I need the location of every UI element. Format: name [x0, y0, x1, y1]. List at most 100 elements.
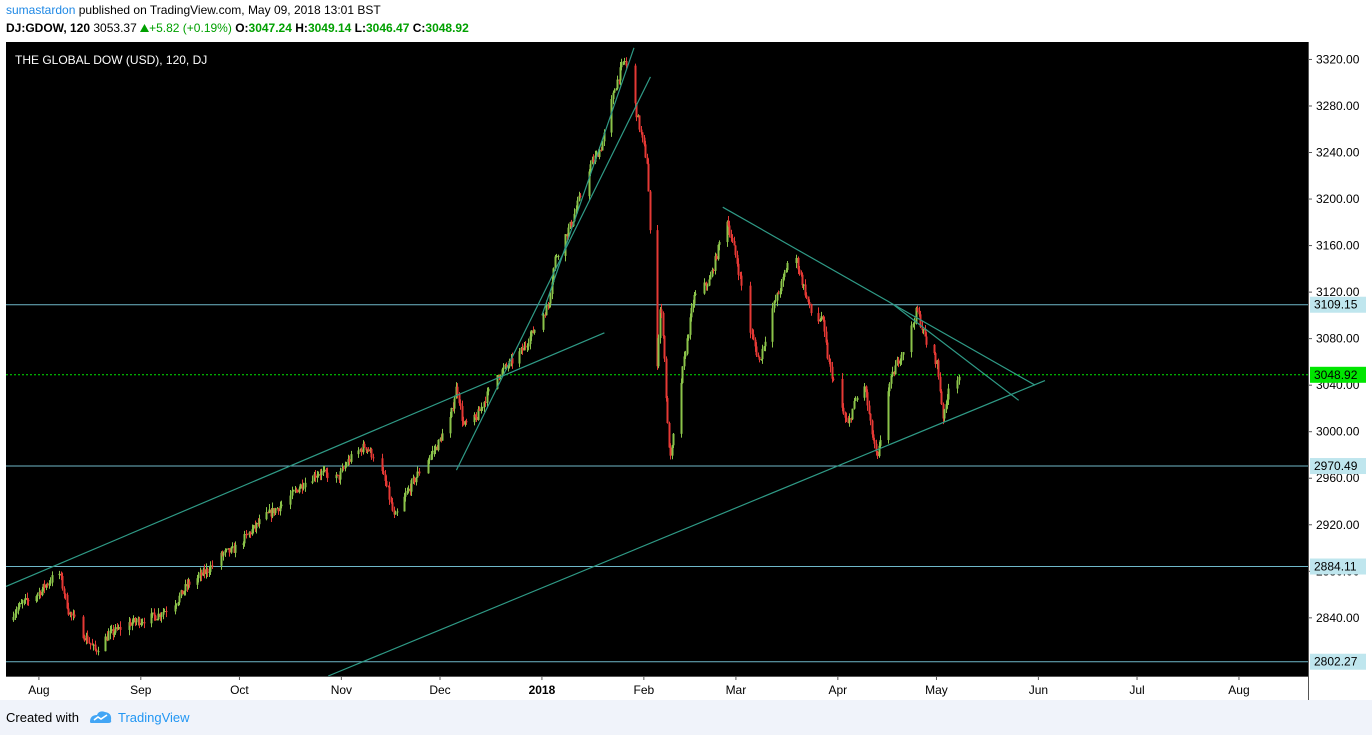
up-candle-body	[150, 613, 153, 624]
down-candle-body	[933, 344, 936, 354]
up-candle-body	[132, 618, 135, 623]
price-tick-label: 3120.00	[1316, 285, 1360, 299]
up-candle-body	[242, 543, 245, 545]
down-candle-body	[336, 474, 339, 476]
up-candle-body	[265, 512, 268, 520]
down-candle-body	[143, 622, 146, 624]
up-candle-body	[910, 325, 913, 353]
down-candle-body	[666, 398, 669, 424]
up-candle-body	[230, 547, 233, 553]
down-candle-body	[154, 615, 157, 621]
up-candle-body	[786, 263, 789, 270]
down-candle-body	[138, 618, 141, 626]
up-candle-body	[945, 404, 948, 410]
down-candle-body	[363, 443, 366, 448]
down-candle-body	[798, 269, 801, 274]
trendlines[interactable]	[6, 47, 1046, 677]
up-candle-body	[780, 281, 783, 292]
chart-panel[interactable]: 2840.002880.002920.002960.003000.003040.…	[6, 42, 1368, 700]
up-candle-body	[496, 375, 499, 389]
up-candle-body	[92, 644, 95, 646]
tradingview-logo-icon[interactable]	[88, 709, 114, 725]
up-candle-body	[178, 595, 181, 603]
up-candle-body	[410, 480, 413, 492]
down-candle-body	[801, 274, 804, 286]
up-candle-body	[853, 400, 856, 409]
price-tick-label: 3080.00	[1316, 332, 1360, 346]
up-candle-body	[763, 346, 766, 349]
time-axis[interactable]	[6, 676, 1308, 700]
price-chart[interactable]: 2840.002880.002920.002960.003000.003040.…	[6, 42, 1368, 700]
down-candle-body	[668, 423, 671, 448]
up-candle-body	[922, 329, 925, 331]
down-candle-body	[740, 275, 743, 286]
down-candle-body	[808, 301, 811, 305]
level-tag	[1310, 458, 1366, 475]
author-link[interactable]: sumastardon	[6, 3, 76, 17]
down-candle-body	[940, 391, 943, 405]
up-candle-body	[681, 366, 684, 383]
price-tick-label: 2920.00	[1316, 518, 1360, 532]
down-candle-body	[832, 378, 835, 380]
down-candle-body	[119, 626, 122, 630]
time-tick-label: Oct	[230, 683, 249, 697]
price-change: +5.82 (+0.19%)	[149, 21, 232, 35]
price-tick-label: 2840.00	[1316, 611, 1360, 625]
up-candle-body	[163, 611, 166, 613]
up-candle-body	[671, 445, 674, 456]
down-candle-body	[634, 65, 637, 104]
down-candle-body	[715, 256, 718, 260]
down-candle-body	[203, 569, 206, 575]
up-candle-body	[943, 409, 946, 419]
down-candle-body	[730, 235, 733, 239]
down-candle-body	[844, 413, 847, 418]
down-candle-body	[640, 129, 643, 133]
down-candle-body	[712, 269, 715, 271]
down-candle-body	[754, 339, 757, 347]
tradingview-link[interactable]: TradingView	[118, 710, 190, 725]
up-candle-body	[956, 380, 959, 389]
level-tag	[1310, 653, 1366, 670]
up-candle-body	[706, 285, 709, 287]
down-candle-body	[360, 449, 363, 453]
down-candle-body	[876, 451, 879, 457]
up-candle-body	[703, 282, 706, 294]
up-candle-body	[657, 338, 660, 367]
down-candle-body	[249, 532, 252, 535]
up-candle-body	[131, 622, 134, 626]
up-candle-body	[21, 602, 24, 604]
up-candle-body	[595, 152, 598, 156]
up-candle-body	[711, 269, 714, 277]
trendline	[455, 76, 651, 471]
down-candle-body	[456, 386, 459, 394]
down-candle-body	[829, 361, 832, 367]
down-candle-body	[296, 489, 299, 493]
up-candle-body	[430, 454, 433, 458]
up-candle-body	[416, 471, 419, 478]
up-candle-body	[274, 508, 277, 514]
down-candle-body	[635, 103, 638, 118]
level-tag	[1310, 558, 1366, 575]
up-candle-body	[394, 512, 397, 515]
level-value: 2970.49	[1314, 459, 1358, 473]
down-candle-body	[845, 417, 848, 421]
up-candle-body	[477, 409, 480, 420]
down-candle-body	[462, 420, 465, 425]
up-candle-body	[197, 575, 200, 579]
down-candle-body	[841, 378, 844, 408]
up-candle-body	[157, 613, 160, 620]
price-tick-label: 3160.00	[1316, 239, 1360, 253]
down-candle-body	[731, 238, 734, 242]
up-candle-body	[894, 365, 897, 375]
down-candle-body	[822, 316, 825, 321]
price-line-labels: 3109.15 2970.49 2884.11 2802.27 3048.92	[1310, 296, 1366, 670]
down-candle-body	[749, 285, 752, 333]
triangle-up-icon	[140, 24, 150, 32]
up-candle-body	[610, 99, 613, 133]
up-candle-body	[113, 632, 116, 635]
down-candle-body	[390, 499, 393, 503]
price-tick-label: 2960.00	[1316, 471, 1360, 485]
up-candle-body	[298, 488, 301, 493]
down-candle-body	[925, 336, 928, 345]
created-with-label: Created with	[6, 710, 79, 725]
